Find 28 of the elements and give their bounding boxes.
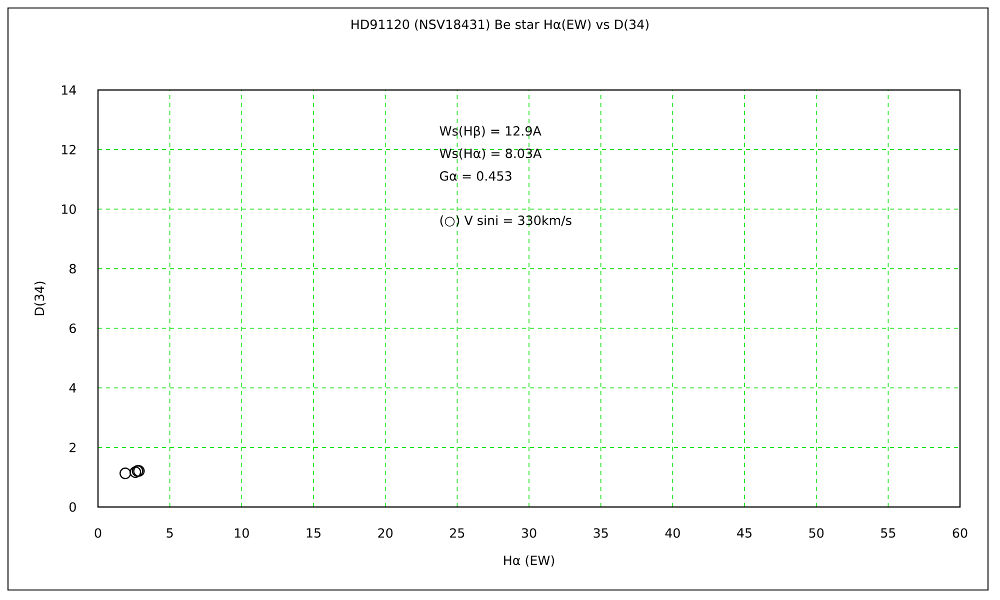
x-tick-label: 35 <box>594 528 608 538</box>
x-tick-label: 25 <box>450 528 464 538</box>
x-tick-label: 5 <box>166 528 173 538</box>
y-tick-label: 0 <box>70 502 76 512</box>
annotation: (○) V sini = 330km/s <box>440 215 572 227</box>
y-tick-label: 14 <box>62 85 76 95</box>
x-tick-label: 40 <box>665 528 680 538</box>
chart-title: HD91120 (NSV18431) Be star Hα(EW) vs D(34) <box>352 19 648 31</box>
y-tick-label: 12 <box>62 144 76 154</box>
x-tick-label: 10 <box>235 528 249 538</box>
y-tick-label: 6 <box>70 323 76 334</box>
x-tick-label: 50 <box>809 528 824 538</box>
x-tick-label: 20 <box>378 528 393 538</box>
annotation: Ws(Hβ) = 12.9A <box>440 126 542 138</box>
y-tick-label: 10 <box>62 204 76 214</box>
y-tick-label: 8 <box>70 264 76 274</box>
annotation: Ws(Hα) = 8.03A <box>440 148 542 160</box>
y-axis-title: D(34) <box>34 282 46 316</box>
x-tick-label: 0 <box>94 528 102 538</box>
x-tick-label: 55 <box>881 528 896 538</box>
x-tick-label: 30 <box>522 528 536 538</box>
y-tick-label: 4 <box>69 383 76 392</box>
x-axis-title: Hα (EW) <box>504 555 554 567</box>
x-tick-label: 45 <box>737 528 752 538</box>
x-tick-label: 15 <box>306 528 320 538</box>
x-tick-label: 60 <box>952 528 968 538</box>
y-tick-label: 2 <box>70 442 76 452</box>
annotation: Gα = 0.453 <box>440 171 512 181</box>
